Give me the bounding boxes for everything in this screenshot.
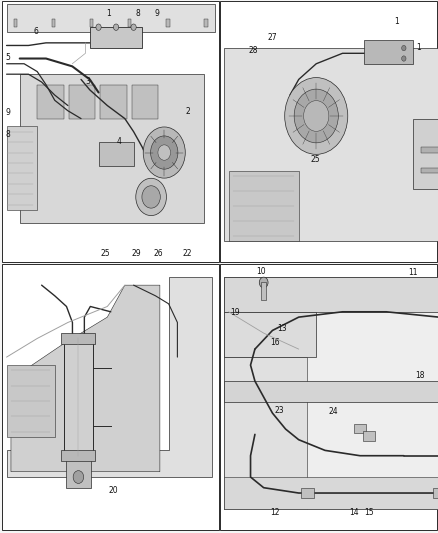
Bar (261, 282, 266, 300)
Bar (301, 488, 314, 498)
Text: 1: 1 (394, 17, 399, 26)
Text: 4: 4 (117, 137, 122, 146)
Text: 10: 10 (256, 268, 265, 276)
Polygon shape (224, 48, 438, 241)
Circle shape (131, 24, 136, 30)
Bar (2, 264, 219, 530)
Text: 28: 28 (248, 46, 258, 55)
Bar (14, 19, 17, 27)
Bar (421, 168, 438, 174)
Bar (37, 85, 64, 118)
Bar (69, 85, 95, 118)
Text: 9: 9 (154, 9, 159, 18)
Bar (229, 171, 299, 241)
Circle shape (285, 78, 348, 155)
Bar (224, 477, 438, 509)
Bar (363, 431, 375, 440)
Polygon shape (224, 357, 307, 509)
Bar (52, 19, 55, 27)
Text: 12: 12 (270, 508, 280, 517)
Circle shape (136, 178, 166, 215)
Text: 5: 5 (5, 53, 11, 61)
Circle shape (142, 186, 160, 208)
Bar (413, 118, 438, 189)
Text: 25: 25 (100, 249, 110, 257)
Polygon shape (20, 74, 204, 223)
Bar (354, 424, 366, 433)
Bar (166, 19, 170, 27)
Text: 26: 26 (154, 249, 163, 257)
Circle shape (143, 127, 185, 178)
Bar (421, 147, 438, 152)
Bar (204, 19, 208, 27)
Bar (2, 1, 219, 262)
Circle shape (113, 24, 119, 30)
Bar (433, 488, 438, 498)
Text: 9: 9 (5, 109, 11, 117)
Bar (224, 277, 438, 312)
Bar (61, 450, 95, 461)
Text: 8: 8 (6, 130, 10, 139)
Circle shape (304, 101, 329, 131)
Bar (128, 19, 131, 27)
Text: 25: 25 (311, 156, 320, 164)
Text: 3: 3 (85, 77, 90, 85)
Text: 1: 1 (106, 9, 111, 18)
Text: 1: 1 (416, 44, 420, 52)
Circle shape (151, 136, 178, 169)
Text: 29: 29 (132, 249, 141, 257)
Polygon shape (11, 285, 160, 472)
Text: 6: 6 (33, 28, 39, 36)
Circle shape (96, 24, 101, 30)
Bar (132, 85, 158, 118)
Bar (220, 1, 437, 262)
Text: 27: 27 (268, 33, 277, 42)
Circle shape (294, 89, 338, 143)
Text: 11: 11 (408, 269, 417, 277)
Text: 20: 20 (108, 486, 118, 495)
Bar (220, 264, 437, 530)
Circle shape (158, 145, 170, 160)
Text: 16: 16 (270, 338, 280, 346)
Text: 2: 2 (186, 108, 191, 116)
Text: 22: 22 (183, 249, 192, 257)
Bar (224, 381, 438, 402)
Text: 8: 8 (136, 9, 140, 18)
Circle shape (402, 56, 406, 61)
Bar (7, 365, 55, 437)
Bar (66, 456, 91, 488)
Text: 13: 13 (278, 325, 287, 333)
Polygon shape (7, 277, 212, 477)
Text: 23: 23 (275, 406, 284, 415)
Circle shape (402, 45, 406, 51)
Bar (7, 126, 37, 210)
Polygon shape (224, 312, 316, 357)
Text: 15: 15 (364, 508, 374, 517)
Bar (99, 142, 134, 166)
Circle shape (73, 471, 84, 483)
Text: 24: 24 (329, 407, 339, 416)
Text: 19: 19 (230, 309, 240, 317)
Bar (100, 85, 127, 118)
Polygon shape (224, 277, 438, 509)
Bar (61, 333, 95, 344)
Bar (90, 19, 93, 27)
Text: 18: 18 (415, 372, 424, 380)
Text: 14: 14 (349, 508, 359, 517)
Bar (90, 27, 142, 48)
Bar (7, 4, 215, 33)
Bar (364, 40, 413, 64)
Circle shape (259, 277, 268, 288)
Bar (64, 338, 93, 456)
